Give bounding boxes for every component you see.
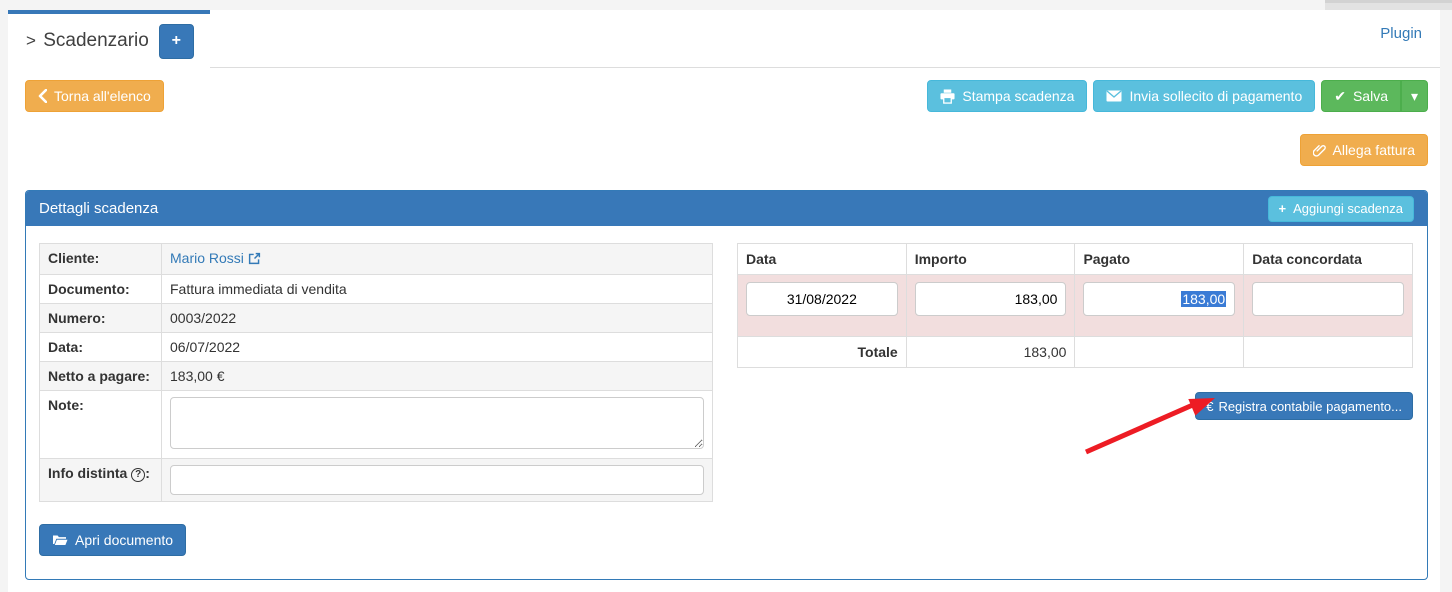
panel-title: Dettagli scadenza <box>39 200 159 217</box>
attach-invoice-label: Allega fattura <box>1332 142 1416 158</box>
schedule-due-row: 183,00 <box>737 274 1413 337</box>
table-row-cliente: Cliente: Mario Rossi <box>39 243 713 275</box>
info-distinta-input[interactable] <box>170 465 704 495</box>
add-deadline-label: Aggiungi scadenza <box>1293 201 1403 216</box>
save-split-button: ✔ Salva ▾ <box>1321 80 1428 112</box>
netto-label: Netto a pagare: <box>39 361 162 391</box>
deadline-details-panel: Dettagli scadenza + Aggiungi scadenza Cl… <box>25 190 1428 580</box>
info-distinta-label: Info distinta ?: <box>39 458 162 502</box>
agreed-date-input[interactable] <box>1252 282 1404 316</box>
table-row-info-distinta: Info distinta ?: <box>39 458 713 502</box>
document-details-table: Cliente: Mario Rossi Documento: Fattura … <box>39 243 713 502</box>
total-label: Totale <box>737 336 907 368</box>
note-label: Note: <box>39 390 162 459</box>
open-document-button[interactable]: Apri documento <box>39 524 187 556</box>
chevron-right-icon: > <box>26 31 36 50</box>
total-agreed-empty <box>1243 336 1413 368</box>
data-label: Data: <box>39 332 162 362</box>
total-paid-empty <box>1074 336 1245 368</box>
tab-label: Scadenzario <box>43 30 149 51</box>
col-header-data-concordata: Data concordata <box>1243 243 1413 275</box>
table-row-numero: Numero: 0003/2022 <box>39 303 713 333</box>
corner-tab <box>1325 0 1452 10</box>
schedule-header-row: Data Importo Pagato Data concordata <box>737 243 1413 275</box>
col-header-importo: Importo <box>905 243 1076 275</box>
netto-value: 183,00 € <box>161 361 713 391</box>
add-deadline-button[interactable]: + Aggiungi scadenza <box>1267 195 1414 222</box>
save-button[interactable]: ✔ Salva <box>1321 80 1401 112</box>
save-dropdown-toggle[interactable]: ▾ <box>1401 80 1428 112</box>
open-doc-row: Apri documento <box>39 524 1414 556</box>
numero-label: Numero: <box>39 303 162 333</box>
send-payment-reminder-label: Invia sollecito di pagamento <box>1129 88 1303 104</box>
plugin-link[interactable]: Plugin <box>1380 25 1422 42</box>
back-to-list-button[interactable]: Torna all'elenco <box>25 80 164 112</box>
documento-value: Fattura immediata di vendita <box>161 274 713 304</box>
back-to-list-label: Torna all'elenco <box>54 88 151 104</box>
payment-schedule-table: Data Importo Pagato Data concordata <box>737 243 1413 368</box>
folder-open-icon <box>53 535 68 545</box>
schedule-column: Data Importo Pagato Data concordata <box>737 243 1413 502</box>
documento-label: Documento: <box>39 274 162 304</box>
due-date-input[interactable] <box>746 282 898 316</box>
chevron-left-icon <box>38 89 47 103</box>
amount-cell <box>905 274 1076 337</box>
cliente-label: Cliente: <box>39 243 162 275</box>
check-icon: ✔ <box>1334 87 1346 104</box>
agreed-date-cell <box>1243 274 1413 337</box>
tab-title: > Scadenzario <box>26 30 149 52</box>
open-document-label: Apri documento <box>75 532 174 548</box>
table-row-data: Data: 06/07/2022 <box>39 332 713 362</box>
table-row-netto: Netto a pagare: 183,00 € <box>39 361 713 391</box>
amount-input[interactable] <box>914 282 1067 316</box>
print-deadline-label: Stampa scadenza <box>962 88 1075 104</box>
tab-scadenzario[interactable]: > Scadenzario + <box>8 10 210 68</box>
content-card: > Scadenzario + Plugin Torna all'elenco … <box>8 10 1440 592</box>
table-row-documento: Documento: Fattura immediata di vendita <box>39 274 713 304</box>
customer-link[interactable]: Mario Rossi <box>170 250 244 266</box>
panel-heading: Dettagli scadenza + Aggiungi scadenza <box>26 191 1427 226</box>
tab-bar: > Scadenzario + Plugin <box>8 10 1440 68</box>
save-label: Salva <box>1352 88 1388 104</box>
total-amount: 183,00 <box>905 336 1076 368</box>
help-icon[interactable]: ? <box>131 467 146 482</box>
envelope-icon <box>1106 90 1122 102</box>
numero-value: 0003/2022 <box>161 303 713 333</box>
paid-cell: 183,00 <box>1074 274 1245 337</box>
info-distinta-suffix: : <box>145 465 150 481</box>
note-cell <box>161 390 713 459</box>
paperclip-icon <box>1312 145 1326 157</box>
col-header-pagato: Pagato <box>1074 243 1245 275</box>
register-row: € Registra contabile pagamento... <box>737 392 1413 420</box>
register-payment-label: Registra contabile pagamento... <box>1218 398 1402 414</box>
note-textarea[interactable] <box>170 397 704 449</box>
table-row-note: Note: <box>39 390 713 459</box>
panel-columns: Cliente: Mario Rossi Documento: Fattura … <box>39 243 1414 502</box>
toolbar: Torna all'elenco Stampa scadenza Invia s… <box>8 80 1440 112</box>
cliente-value: Mario Rossi <box>161 243 713 275</box>
attach-invoice-button[interactable]: Allega fattura <box>1299 134 1428 166</box>
attach-row: Allega fattura <box>8 134 1440 166</box>
paid-selected-text: 183,00 <box>1181 291 1227 307</box>
send-payment-reminder-button[interactable]: Invia sollecito di pagamento <box>1093 80 1316 112</box>
new-tab-button[interactable]: + <box>158 23 194 59</box>
print-deadline-button[interactable]: Stampa scadenza <box>927 80 1088 112</box>
caret-down-icon: ▾ <box>1410 87 1419 104</box>
info-distinta-text: Info distinta <box>48 465 128 481</box>
euro-icon: € <box>1206 398 1214 414</box>
register-payment-button[interactable]: € Registra contabile pagamento... <box>1195 392 1413 420</box>
data-value: 06/07/2022 <box>161 332 713 362</box>
col-header-data: Data <box>737 243 907 275</box>
due-date-cell <box>737 274 907 337</box>
schedule-total-row: Totale 183,00 <box>737 336 1413 368</box>
info-distinta-cell <box>161 458 713 502</box>
external-link-icon[interactable] <box>248 252 261 268</box>
paid-input[interactable]: 183,00 <box>1083 282 1236 316</box>
plus-icon: + <box>1278 201 1287 216</box>
printer-icon <box>940 88 955 104</box>
toolbar-right: Stampa scadenza Invia sollecito di pagam… <box>927 80 1428 112</box>
panel-body: Cliente: Mario Rossi Documento: Fattura … <box>26 226 1427 579</box>
